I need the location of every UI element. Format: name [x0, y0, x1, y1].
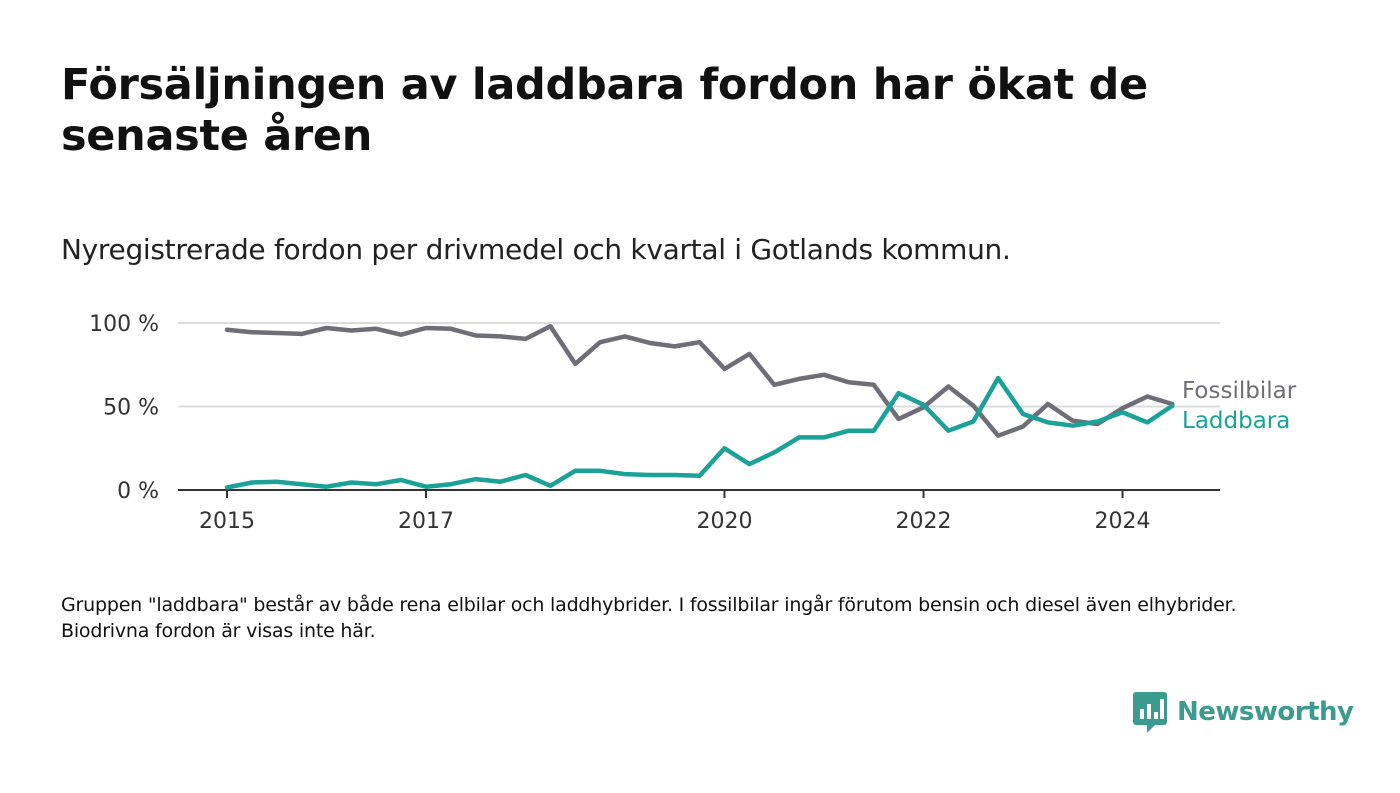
y-axis-ticks: 0 % 50 % 100 % [89, 312, 159, 504]
series-label-fossilbilar: Fossilbilar [1182, 378, 1297, 404]
x-tick-label: 2017 [398, 509, 454, 534]
series-lines [224, 324, 1175, 490]
x-axis-ticks: 2015 2017 2020 2022 2024 [199, 490, 1151, 534]
series-line-laddbara [224, 375, 1175, 490]
chart-subtitle: Nyregistrerade fordon per drivmedel och … [61, 233, 1011, 266]
x-tick-label: 2015 [199, 509, 255, 534]
x-tick-label: 2020 [697, 509, 753, 534]
footnote: Gruppen "laddbara" består av både rena e… [61, 594, 1237, 642]
gridlines [178, 322, 1220, 408]
series-line-fossilbilar [224, 324, 1175, 438]
brand-name: Newsworthy [1177, 697, 1354, 727]
chart-title: Försäljningen av laddbara fordon har öka… [61, 60, 1148, 161]
y-tick-label: 100 % [89, 312, 159, 337]
x-tick-label: 2022 [896, 509, 952, 534]
series-label-laddbara: Laddbara [1182, 408, 1290, 434]
y-tick-label: 50 % [103, 396, 159, 421]
line-chart: 0 % 50 % 100 % 2015 2017 2020 2022 2024 Fossil… [89, 312, 1297, 534]
y-tick-label: 0 % [117, 479, 159, 504]
series-labels: Fossilbilar Laddbara [1182, 378, 1297, 434]
x-tick-label: 2024 [1095, 509, 1151, 534]
newsworthy-logo-icon [1133, 692, 1167, 733]
brand-logo[interactable]: Newsworthy [1133, 690, 1354, 734]
